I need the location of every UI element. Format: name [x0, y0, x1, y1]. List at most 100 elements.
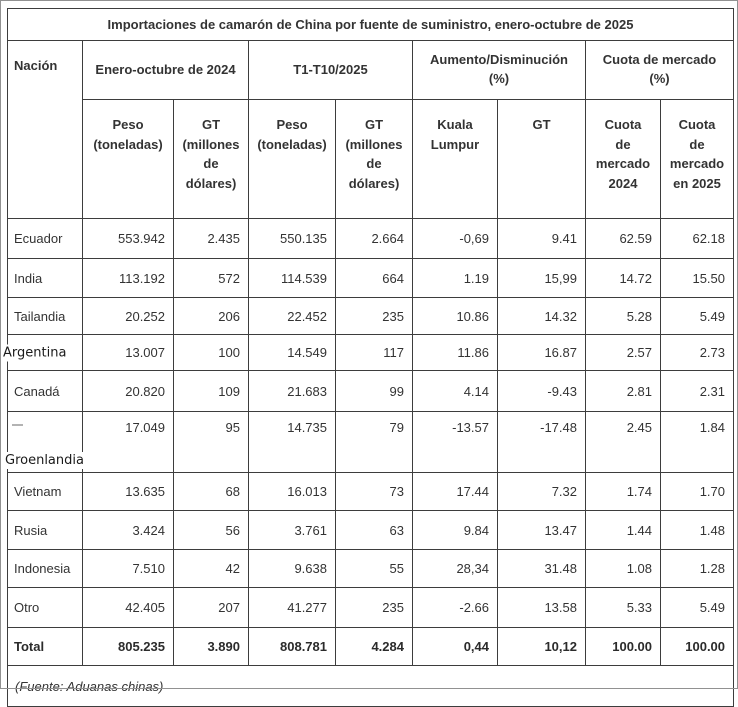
- table-body: Ecuador 553.942 2.435 550.135 2.664 -0,69 9.41…: [2, 218, 735, 666]
- country-cell: Rusia: [7, 510, 83, 550]
- country-cell: Argentina: [2, 334, 83, 371]
- subheader-cuota-2025: Cuota de mercado en 2025: [659, 99, 735, 219]
- value-cell: 10.86: [412, 297, 498, 335]
- table-title: Importaciones de camarón de China por fu…: [6, 8, 735, 41]
- country-label: Groenlandia: [4, 452, 85, 469]
- value-cell: 1.28: [659, 549, 735, 588]
- value-cell: 100.00: [585, 627, 661, 666]
- value-cell: 9.41: [497, 218, 586, 259]
- value-cell: 21.683: [248, 370, 336, 412]
- table-row: Indonesia 7.510 42 9.638 55 28,34 31.48 1.08 1.2…: [7, 549, 735, 588]
- country-cell: Tailandia: [7, 297, 83, 335]
- value-cell: -0,69: [412, 218, 498, 259]
- value-cell: 1.19: [412, 258, 498, 298]
- country-cell: Canadá: [7, 370, 83, 412]
- value-cell: 4.284: [335, 627, 413, 666]
- value-cell: -2.66: [412, 587, 498, 628]
- column-header-t1-t10-2025: T1-T10/2025: [248, 40, 413, 100]
- value-cell: 42: [173, 549, 249, 588]
- column-header-aumento-disminucion: Aumento/Disminución (%): [412, 40, 586, 100]
- value-cell: 11.86: [412, 334, 498, 371]
- sub-header-row: Peso (toneladas) GT (millones de dólares…: [8, 99, 735, 219]
- value-cell: 31.48: [497, 549, 586, 588]
- subheader-kuala-lumpur: Kuala Lumpur: [412, 99, 498, 219]
- value-cell: 5.28: [585, 297, 661, 335]
- value-cell: 2.81: [585, 370, 661, 412]
- value-cell: 1.48: [659, 510, 735, 550]
- value-cell: 3.424: [82, 510, 174, 550]
- value-cell: 100: [173, 334, 249, 371]
- source-row: (Fuente: Aduanas chinas): [6, 665, 735, 707]
- table-row: Ecuador 553.942 2.435 550.135 2.664 -0,69 9.41…: [7, 218, 735, 259]
- table-row: India 113.192 572 114.539 664 1.19 15,99 14.72 1…: [7, 258, 735, 298]
- value-cell: 13.007: [82, 334, 174, 371]
- value-cell: 73: [335, 472, 413, 511]
- value-cell: 109: [173, 370, 249, 412]
- subheader-gt-2025: GT (millones de dólares): [335, 99, 413, 219]
- value-cell: 114.539: [248, 258, 336, 298]
- value-cell: 3.890: [173, 627, 249, 666]
- value-cell: 95: [173, 411, 249, 473]
- value-cell: 7.32: [497, 472, 586, 511]
- value-cell: 16.87: [497, 334, 586, 371]
- value-cell: 63: [335, 510, 413, 550]
- value-cell: 206: [173, 297, 249, 335]
- table-row: Canadá 20.820 109 21.683 99 4.14 -9.43 2.81 2.31: [7, 370, 735, 412]
- value-cell: 1.74: [585, 472, 661, 511]
- value-cell: 1.84: [659, 411, 735, 473]
- subheader-peso-2024: Peso (toneladas): [82, 99, 174, 219]
- column-header-cuota-mercado: Cuota de mercado (%): [584, 40, 735, 100]
- value-cell: -13.57: [412, 411, 498, 473]
- value-cell: 14.735: [248, 411, 336, 473]
- title-row: Importaciones de camarón de China por fu…: [6, 8, 735, 41]
- country-cell: Ecuador: [7, 218, 83, 259]
- value-cell: 62.18: [659, 218, 735, 259]
- value-cell: 5.49: [659, 587, 735, 628]
- value-cell: 0,44: [412, 627, 498, 666]
- value-cell: 7.510: [82, 549, 174, 588]
- value-cell: 3.761: [248, 510, 336, 550]
- group-header-row: Nación Enero-octubre de 2024 T1-T10/2025…: [7, 40, 735, 219]
- value-cell: 9.84: [412, 510, 498, 550]
- value-cell: 2.57: [585, 334, 661, 371]
- value-cell: 14.32: [497, 297, 586, 335]
- subheader-peso-2025: Peso (toneladas): [248, 99, 336, 219]
- value-cell: 117: [335, 334, 413, 371]
- value-cell: 572: [173, 258, 249, 298]
- value-cell: 14.72: [585, 258, 661, 298]
- value-cell: 1.08: [585, 549, 661, 588]
- value-cell: 550.135: [248, 218, 336, 259]
- country-cell: Indonesia: [7, 549, 83, 588]
- value-cell: 20.252: [82, 297, 174, 335]
- source-note: (Fuente: Aduanas chinas): [6, 665, 735, 707]
- total-row: Total 805.235 3.890 808.781 4.284 0,44 10,12 10…: [7, 627, 735, 666]
- subheader-gt-change: GT: [497, 99, 586, 219]
- value-cell: 2.31: [659, 370, 735, 412]
- country-label: Argentina: [2, 344, 68, 361]
- value-cell: 62.59: [585, 218, 661, 259]
- subheader-gt-2024: GT (millones de dólares): [173, 99, 249, 219]
- value-cell: 805.235: [82, 627, 174, 666]
- subheader-cuota-2024: Cuota de mercado 2024: [585, 99, 661, 219]
- value-cell: 13.58: [497, 587, 586, 628]
- value-cell: 207: [173, 587, 249, 628]
- value-cell: 808.781: [248, 627, 336, 666]
- value-cell: -9.43: [497, 370, 586, 412]
- value-cell: 1.44: [585, 510, 661, 550]
- value-cell: 9.638: [248, 549, 336, 588]
- country-cell: Groenlandia: [4, 411, 85, 473]
- country-cell: India: [7, 258, 83, 298]
- table-row: Argentina 13.007 100 14.549 117 11.86 16.87 2.5…: [2, 334, 735, 371]
- dash-mark: [12, 424, 23, 426]
- value-cell: 553.942: [82, 218, 174, 259]
- value-cell: 99: [335, 370, 413, 412]
- value-cell: 10,12: [497, 627, 586, 666]
- value-cell: 235: [335, 587, 413, 628]
- value-cell: 17.049: [82, 411, 174, 473]
- value-cell: 2.45: [585, 411, 661, 473]
- value-cell: 16.013: [248, 472, 336, 511]
- value-cell: 2.664: [335, 218, 413, 259]
- table-row: Groenlandia 17.049 95 14.735 79 -13.57 -17.48 2…: [4, 411, 735, 473]
- value-cell: 13.635: [82, 472, 174, 511]
- value-cell: 42.405: [82, 587, 174, 628]
